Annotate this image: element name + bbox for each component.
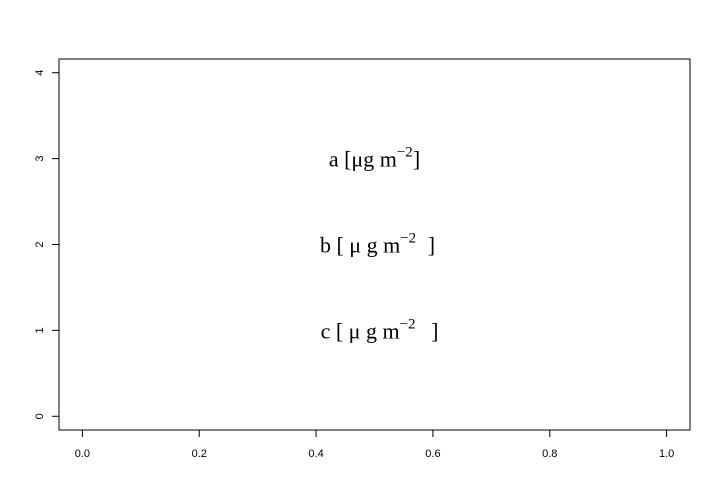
- annotation-label: b [ μ g m−2 ]: [320, 231, 435, 258]
- y-tick-label: 3: [34, 156, 46, 162]
- annotation-text: b [ μ g m: [320, 233, 400, 258]
- annotations: a [μg m−2]b [ μ g m−2 ]c [ μ g m−2 ]: [320, 145, 438, 344]
- annotation-superscript: −2: [400, 316, 416, 332]
- x-tick-label: 0.8: [542, 448, 557, 460]
- annotation-text: ]: [426, 318, 439, 343]
- x-tick-label: 0.4: [308, 448, 323, 460]
- annotation-text: ]: [422, 233, 435, 258]
- y-tick-label: 2: [34, 241, 46, 247]
- x-tick-label: 0.0: [75, 448, 90, 460]
- annotation-text: ]: [413, 147, 420, 172]
- y-tick-label: 0: [34, 413, 46, 419]
- y-axis: 0 1 2 3 4: [34, 70, 60, 419]
- annotation-superscript: −2: [400, 231, 416, 247]
- annotation-label: c [ μ g m−2 ]: [321, 316, 439, 343]
- x-axis: 0.0 0.2 0.4 0.6 0.8 1.0: [75, 429, 674, 460]
- y-tick-label: 4: [34, 70, 46, 76]
- annotation-superscript: −2: [397, 145, 413, 161]
- x-tick-label: 0.6: [425, 448, 440, 460]
- annotation-label: a [μg m−2]: [329, 145, 420, 172]
- annotation-text: a [μg m: [329, 147, 397, 172]
- x-tick-label: 0.2: [192, 448, 207, 460]
- x-tick-label: 1.0: [659, 448, 674, 460]
- y-tick-label: 1: [34, 327, 46, 333]
- annotation-text: c [ μ g m: [321, 318, 400, 343]
